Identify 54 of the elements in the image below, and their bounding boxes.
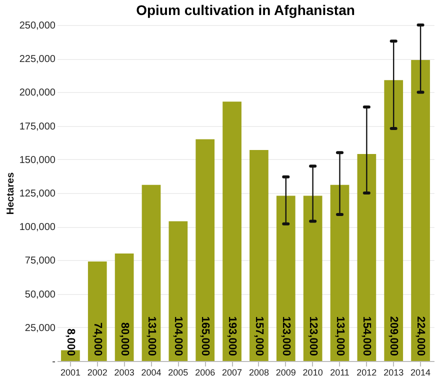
y-tick-label: 75,000 [24, 256, 56, 267]
bar [357, 154, 376, 361]
y-tick-label: 25,000 [24, 322, 56, 334]
bar [196, 139, 215, 361]
data-label: 154,000 [360, 316, 373, 356]
data-label: 157,000 [252, 316, 265, 356]
y-tick-label: 50,000 [24, 289, 56, 300]
y-tick-label: 125,000 [19, 188, 56, 200]
data-label: 80,000 [118, 322, 130, 356]
y-tick-label: 200,000 [19, 88, 56, 99]
chart-title: Opium cultivation in Afghanistan [136, 2, 355, 18]
bar [276, 196, 296, 361]
bar [384, 80, 404, 361]
x-tick-label: 2012 [356, 368, 377, 378]
data-label: 74,000 [91, 322, 104, 356]
data-label: 165,000 [199, 316, 212, 356]
x-tick-label: 2003 [114, 368, 134, 378]
x-tick-label: 2008 [248, 368, 269, 378]
data-label: 131,000 [145, 316, 158, 356]
x-tick-label: 2007 [222, 368, 242, 378]
x-tick-label: 2006 [195, 368, 216, 378]
y-tick-label: 250,000 [19, 20, 56, 32]
data-label: 123,000 [280, 316, 292, 356]
x-tick-label: 2004 [141, 368, 162, 378]
data-label: 131,000 [334, 316, 346, 356]
y-tick-label: 225,000 [19, 54, 56, 66]
x-tick-label: 2005 [168, 368, 188, 378]
y-tick-label: - [52, 356, 56, 368]
y-tick-label: 175,000 [19, 121, 56, 132]
y-tick-label: 150,000 [19, 154, 56, 166]
y-axis-title: Hectares [5, 172, 16, 215]
bar [168, 221, 188, 361]
x-tick-label: 2013 [384, 368, 404, 378]
data-label: 104,000 [172, 316, 184, 356]
x-tick-label: 2014 [410, 368, 431, 378]
bar [88, 262, 107, 361]
data-label: 224,000 [414, 316, 427, 356]
bar [303, 196, 322, 361]
data-label: 193,000 [226, 316, 238, 356]
bar [330, 184, 350, 361]
data-label: 209,000 [388, 316, 400, 356]
x-tick-label: 2002 [87, 368, 108, 378]
data-label: 8,000 [64, 328, 76, 356]
x-tick-label: 2009 [276, 368, 296, 378]
data-label: 123,000 [306, 316, 319, 356]
x-tick-label: 2011 [330, 368, 350, 378]
bar [222, 102, 242, 361]
bar [411, 60, 430, 361]
bar [114, 253, 134, 361]
x-tick-label: 2001 [60, 368, 80, 378]
bar [250, 150, 268, 361]
y-tick-label: 100,000 [19, 222, 56, 234]
bar [142, 184, 161, 361]
x-tick-label: 2010 [302, 368, 323, 378]
